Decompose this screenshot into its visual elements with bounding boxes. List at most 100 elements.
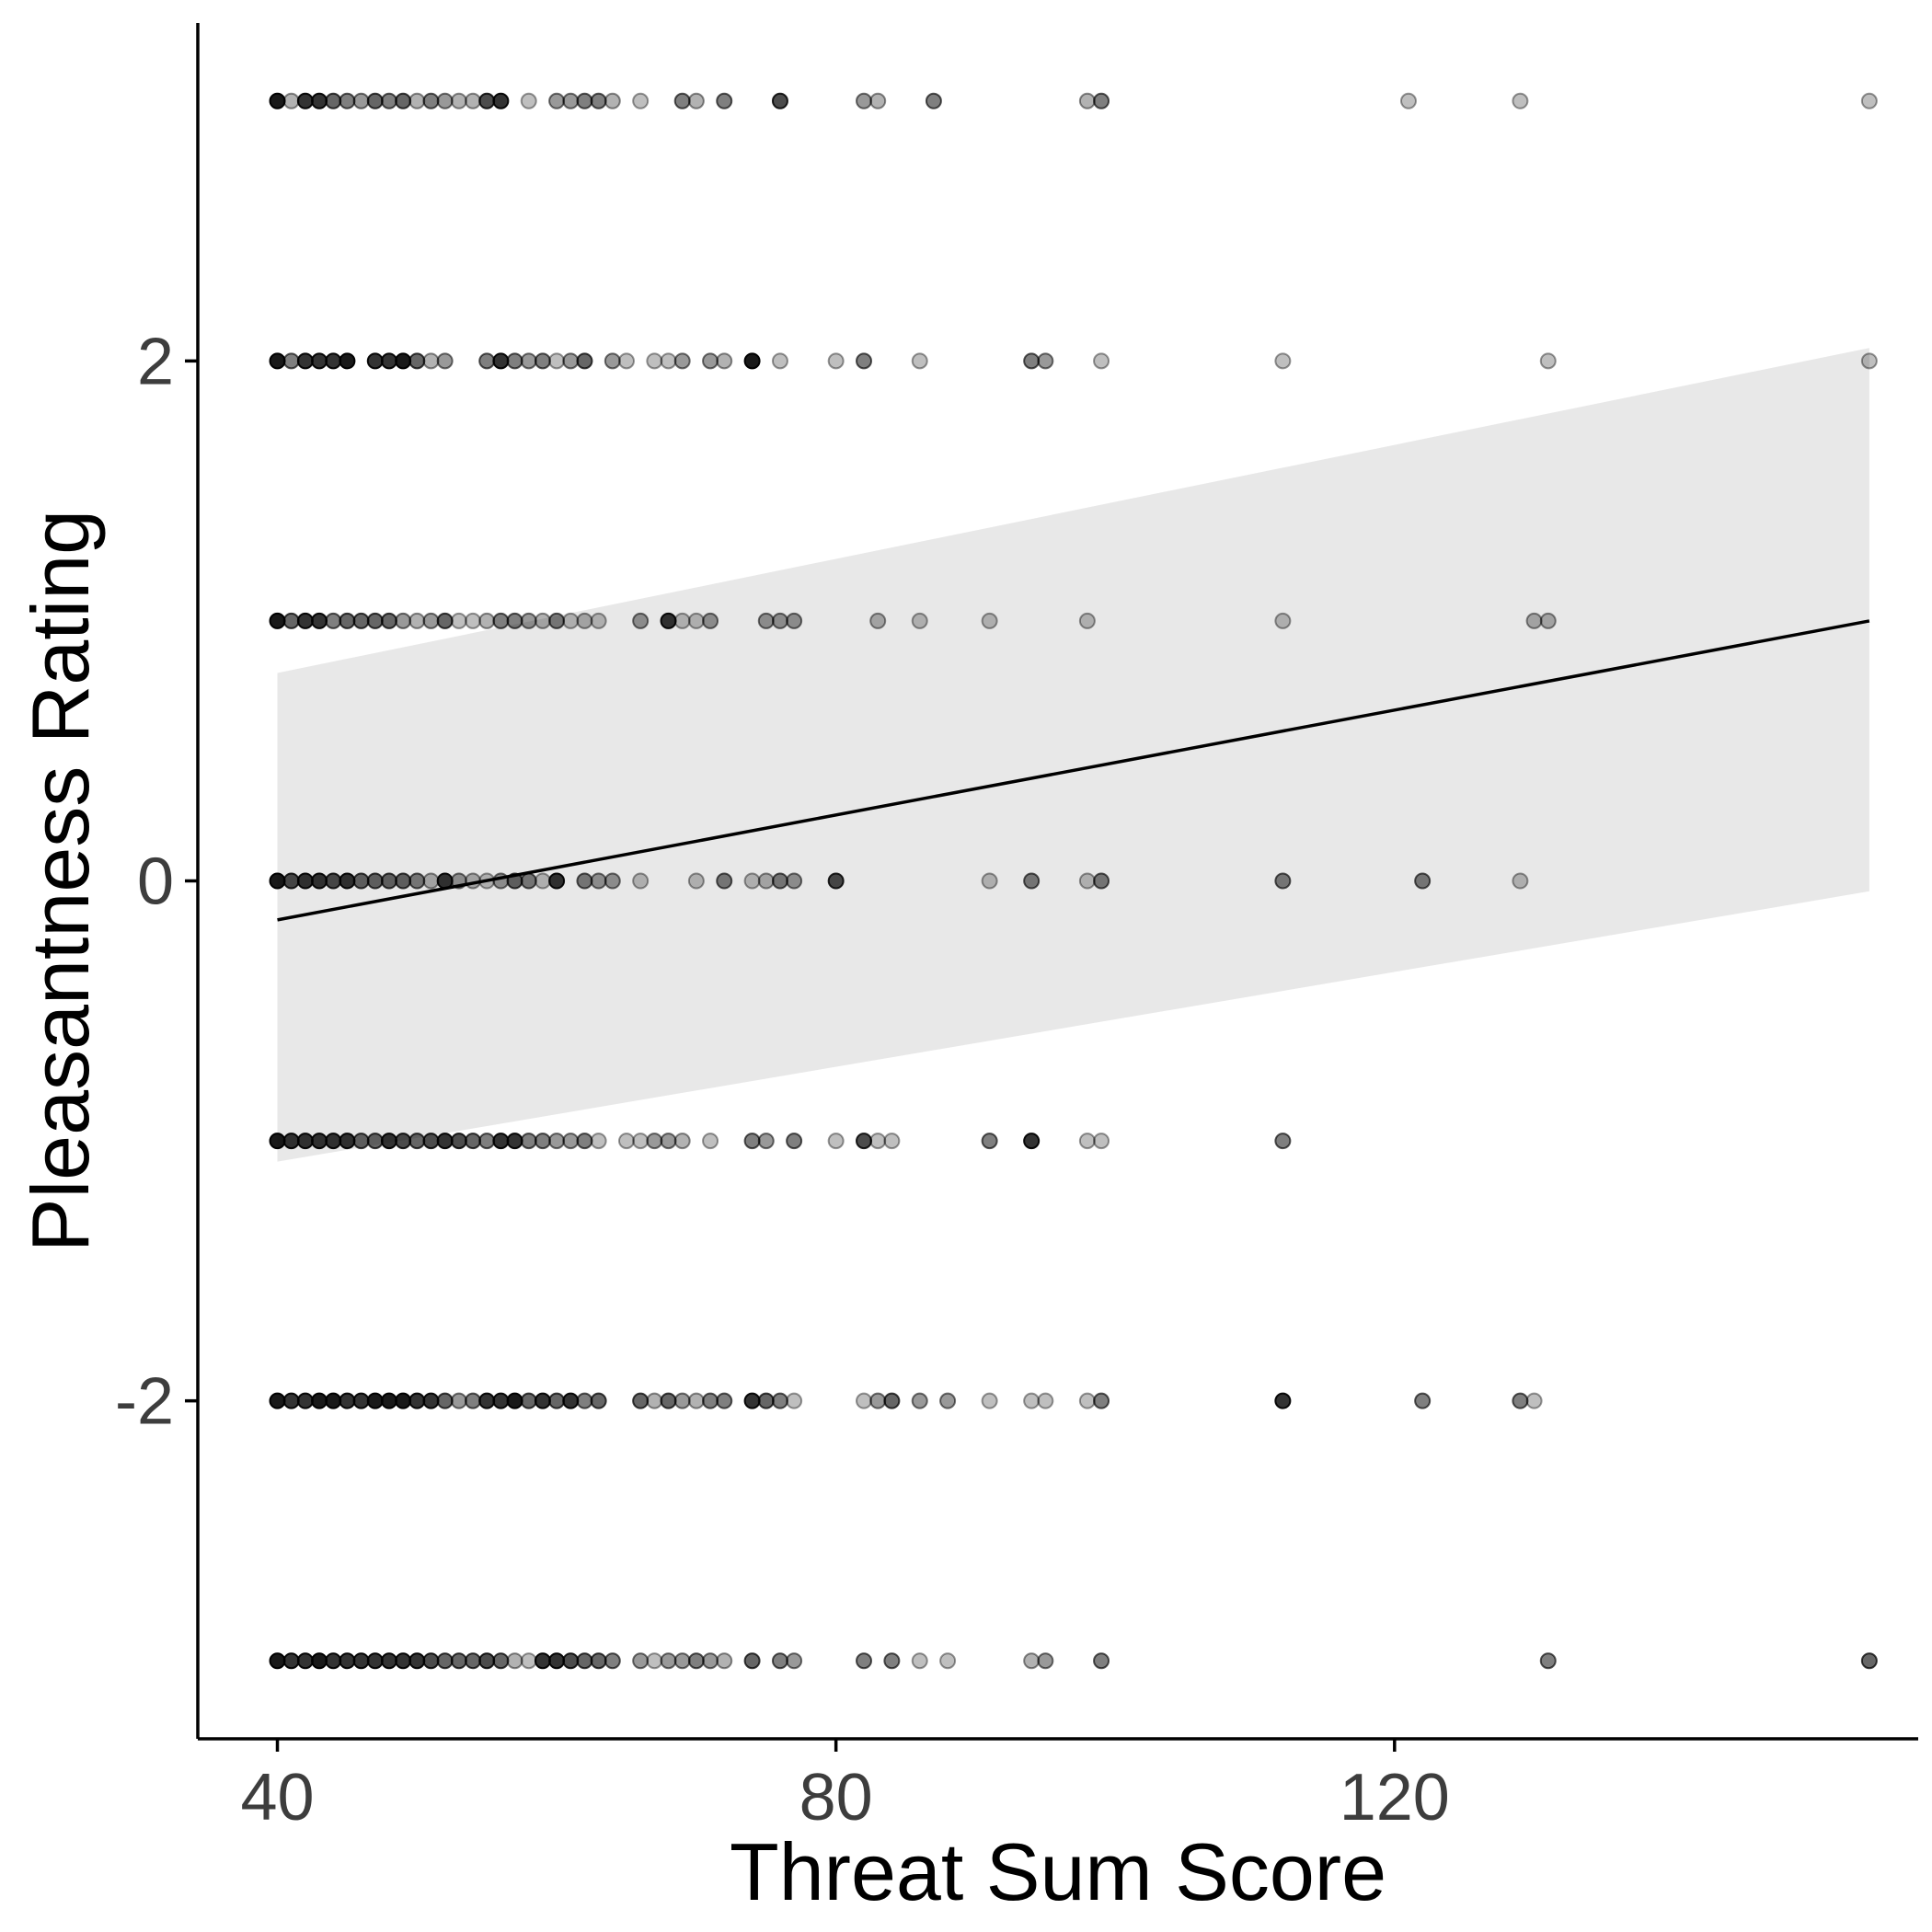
data-point [1093, 352, 1110, 370]
data-point [311, 352, 328, 370]
data-point [576, 872, 593, 890]
data-point [478, 1133, 496, 1150]
data-point [856, 352, 873, 370]
data-point [1037, 1652, 1054, 1670]
data-point [1539, 1652, 1557, 1670]
data-point [646, 1133, 663, 1150]
data-point [632, 872, 650, 890]
y-axis-ticks: -2 0 2 [115, 325, 198, 1439]
data-point [1093, 1652, 1110, 1670]
data-point [1539, 612, 1557, 629]
data-point [632, 612, 650, 629]
data-point [757, 1133, 775, 1150]
data-point [771, 612, 788, 629]
data-point [325, 352, 342, 370]
data-point [325, 612, 342, 629]
data-point [506, 1392, 523, 1409]
data-point [660, 1133, 677, 1150]
data-point [1023, 1652, 1041, 1670]
data-point [1539, 352, 1557, 370]
data-point [786, 1392, 803, 1409]
data-point [520, 352, 537, 370]
data-point [786, 1652, 803, 1670]
data-point [465, 92, 482, 109]
data-point [660, 352, 677, 370]
y-tick-label: 2 [137, 325, 174, 398]
data-point [716, 1392, 733, 1409]
data-point [687, 92, 705, 109]
data-point [465, 612, 482, 629]
data-point [380, 612, 397, 629]
data-point [702, 612, 719, 629]
data-point [548, 352, 566, 370]
data-point [1078, 92, 1096, 109]
data-point [282, 1133, 300, 1150]
x-tick-label: 40 [240, 1761, 314, 1834]
data-point [282, 872, 300, 890]
data-point [325, 1392, 342, 1409]
data-point [282, 352, 300, 370]
data-point [925, 92, 942, 109]
data-point [673, 1392, 691, 1409]
data-point [562, 1392, 580, 1409]
data-point [311, 1392, 328, 1409]
y-axis-title: Pleasantness Rating [15, 510, 106, 1252]
data-point [1037, 352, 1054, 370]
data-point [590, 92, 607, 109]
data-point [771, 1652, 788, 1670]
data-point [492, 612, 510, 629]
data-point [380, 1133, 397, 1150]
data-point [743, 1133, 761, 1150]
data-point [422, 872, 440, 890]
data-point [617, 352, 635, 370]
data-point [883, 1133, 901, 1150]
data-point [1399, 92, 1417, 109]
data-point [282, 92, 300, 109]
data-point [325, 1133, 342, 1150]
data-point [757, 612, 775, 629]
data-point [590, 1652, 607, 1670]
data-point [422, 1133, 440, 1150]
data-point [687, 872, 705, 890]
data-point [465, 1652, 482, 1670]
data-point [395, 1133, 412, 1150]
data-point [269, 92, 286, 109]
data-point [786, 1133, 803, 1150]
data-point [786, 612, 803, 629]
data-point [436, 92, 454, 109]
data-point [981, 1392, 998, 1409]
data-point [395, 872, 412, 890]
data-point [757, 1392, 775, 1409]
data-point [436, 612, 454, 629]
data-point [296, 1133, 314, 1150]
data-point [1512, 92, 1529, 109]
data-point [939, 1392, 957, 1409]
y-tick-label: -2 [115, 1365, 174, 1439]
data-points [269, 92, 1878, 1670]
data-point [911, 1652, 928, 1670]
data-point [646, 352, 663, 370]
data-point [1525, 1392, 1543, 1409]
data-point [395, 612, 412, 629]
data-point [282, 612, 300, 629]
confidence-band [277, 348, 1869, 1162]
data-point [673, 1133, 691, 1150]
data-point [352, 872, 370, 890]
data-point [576, 92, 593, 109]
data-point [395, 1392, 412, 1409]
data-point [339, 872, 356, 890]
data-point [450, 612, 467, 629]
data-point [562, 1133, 580, 1150]
data-point [702, 1392, 719, 1409]
data-point [911, 352, 928, 370]
data-point [395, 1652, 412, 1670]
data-point [478, 92, 496, 109]
data-point [492, 1392, 510, 1409]
data-point [408, 352, 426, 370]
data-point [673, 352, 691, 370]
data-point [311, 872, 328, 890]
data-point [981, 872, 998, 890]
data-point [395, 92, 412, 109]
data-point [869, 92, 887, 109]
